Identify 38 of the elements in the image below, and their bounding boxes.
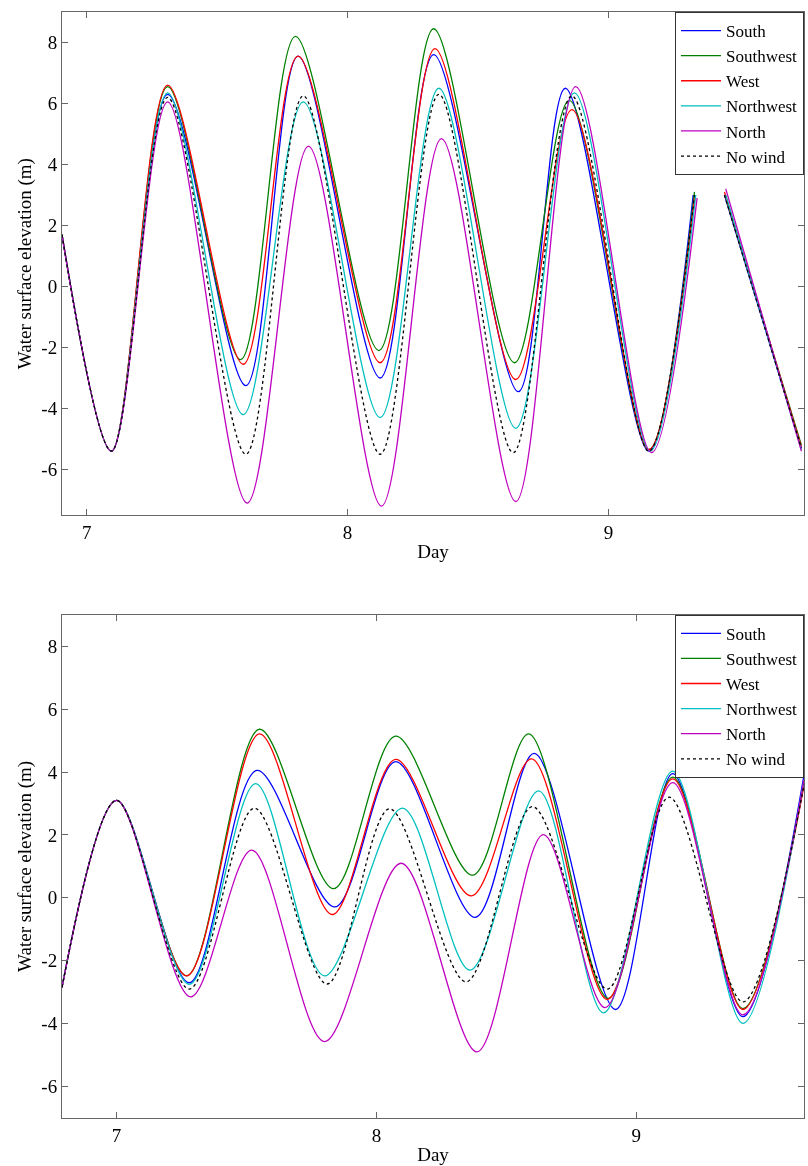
x-tick-label: 9	[603, 522, 614, 544]
legend-label: South	[726, 22, 767, 42]
legend-label: North	[726, 122, 767, 142]
x-tick-label: 8	[342, 522, 353, 544]
y-axis-title: Water surface elevation (m)	[14, 158, 37, 370]
y-tick-label: -2	[41, 337, 58, 359]
legend-label: West	[726, 72, 760, 92]
legend-label: No wind	[726, 750, 786, 770]
y-tick-label: -4	[41, 1013, 58, 1035]
legend-label: Southwest	[726, 650, 798, 670]
y-axis-title: Water surface elevation (m)	[14, 760, 37, 972]
x-tick-label: 7	[111, 1124, 122, 1146]
legend-label: Northwest	[726, 700, 798, 720]
legend-label: No wind	[726, 147, 786, 167]
y-tick-label: 6	[47, 93, 58, 115]
y-tick-label: -4	[41, 398, 58, 420]
y-tick-label: 6	[47, 698, 58, 720]
legend-label: South	[726, 624, 767, 644]
y-tick-label: 0	[47, 276, 58, 298]
x-axis-title: Day	[417, 1143, 450, 1165]
x-tick-label: 8	[371, 1124, 382, 1146]
legend-label: West	[726, 675, 760, 695]
legend-label: Northwest	[726, 97, 798, 117]
x-tick-label: 9	[631, 1124, 642, 1146]
y-tick-label: 8	[47, 635, 58, 657]
y-tick-label: 4	[47, 154, 58, 176]
y-tick-label: 8	[47, 32, 58, 54]
x-axis-title: Day	[417, 540, 450, 562]
y-tick-label: 2	[47, 824, 58, 846]
y-tick-label: 0	[47, 887, 58, 909]
y-tick-label: 4	[47, 761, 58, 783]
legend-label: Southwest	[726, 47, 798, 67]
y-tick-label: 2	[47, 215, 58, 237]
legend-label: North	[726, 725, 767, 745]
x-tick-label: 7	[82, 522, 92, 544]
y-tick-label: -2	[41, 950, 58, 972]
y-tick-label: -6	[41, 1076, 58, 1098]
y-tick-label: -6	[41, 459, 58, 481]
